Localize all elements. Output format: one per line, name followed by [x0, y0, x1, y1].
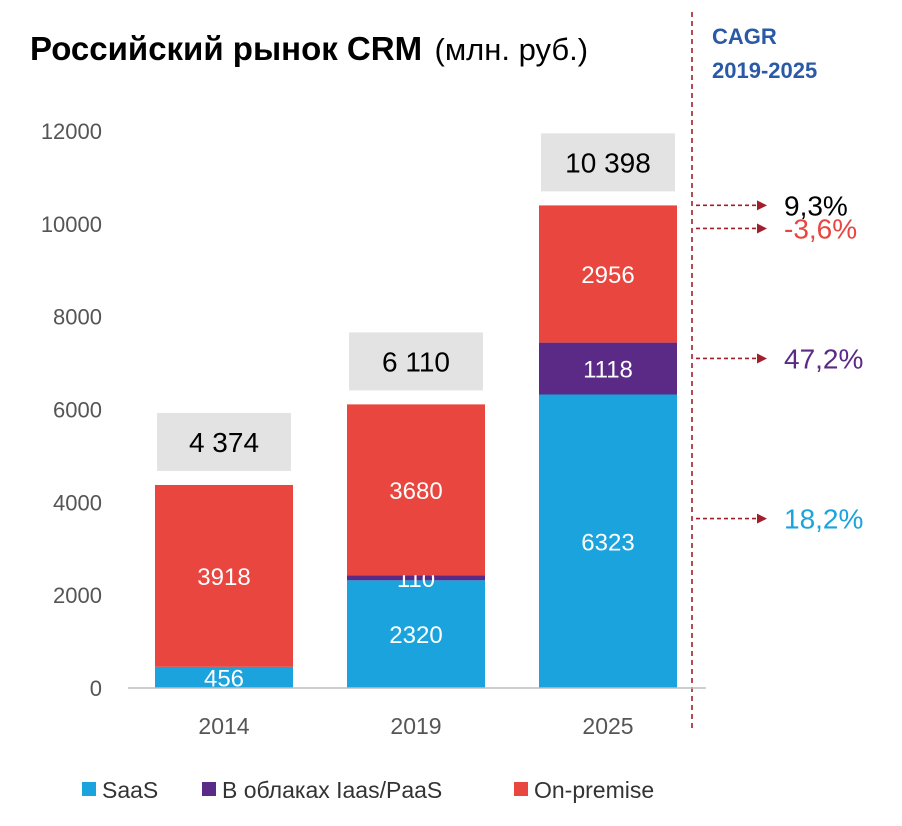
total-value-label: 10 398: [565, 147, 651, 178]
bar-segment-saas-2014: [155, 666, 293, 688]
bar-segment-on-premise-2014: [155, 484, 293, 667]
total-box: [349, 332, 483, 391]
x-axis: 2014 2019 2025: [198, 713, 633, 739]
cagr-total-label: 9,3%: [784, 190, 848, 221]
y-tick-label: 0: [90, 676, 102, 701]
svg-text:Российский рынок CRM (мл: Российский рынок CRM (млн. руб.): [30, 30, 588, 67]
bar-segment--iaas-paas-2025: [539, 342, 677, 395]
x-tick-label: 2019: [390, 713, 441, 739]
total-box: [157, 412, 291, 471]
segment-value-label: 3680: [389, 478, 442, 505]
legend-swatch: [514, 782, 528, 796]
total-value-label: 6 110: [382, 346, 450, 377]
cagr-annotations: 9,3%-3,6% 47,2% 18,2%: [696, 190, 863, 535]
bar-segment--iaas-paas-2019: [347, 575, 485, 581]
x-tick-label: 2025: [582, 713, 633, 739]
cagr-heading: CAGR 2019-2025: [712, 24, 817, 83]
chart-title-unit: (млн. руб.): [435, 32, 589, 67]
y-tick-label: 2000: [53, 583, 102, 608]
segment-value-label: 2320: [389, 622, 442, 649]
chart-title-main: Российский рынок CRM: [30, 30, 422, 67]
segment-value-label: 1118: [583, 357, 633, 384]
y-tick-label: 10000: [41, 212, 102, 237]
bar-segment-on-premise-2025: [539, 205, 677, 343]
segment-value-label: 6323: [581, 529, 634, 556]
y-tick-label: 4000: [53, 490, 102, 515]
chart-title: Российский рынок CRM (млн. руб.): [30, 30, 588, 67]
cagr-heading-line1: CAGR: [712, 24, 777, 49]
legend-label: On-premise: [534, 777, 654, 803]
legend-swatch: [82, 782, 96, 796]
bar-segment-saas-2019: [347, 580, 485, 688]
legend-label: SaaS: [102, 777, 158, 803]
legend: SaaS В облаках Iaas/PaaS On-premise: [82, 777, 654, 803]
legend-swatch: [202, 782, 216, 796]
total-box: [541, 133, 675, 192]
cagr-heading-line2: 2019-2025: [712, 58, 817, 83]
y-tick-label: 8000: [53, 305, 102, 330]
cagr-cloud-label: 47,2%: [784, 343, 863, 374]
bar-segment-saas-2025: [539, 394, 677, 688]
segment-value-label: 3918: [197, 564, 250, 591]
cagr-on-premise-label: -3,6%: [784, 213, 857, 244]
cagr-saas-label: 18,2%: [784, 504, 863, 535]
segment-value-label: 2956: [581, 262, 634, 289]
legend-label: В облаках Iaas/PaaS: [222, 777, 442, 803]
y-tick-label: 6000: [53, 398, 102, 423]
total-value-label: 4 374: [189, 427, 259, 458]
bar-segment-on-premise-2019: [347, 404, 485, 576]
y-axis: 0 2000 4000 6000 8000 10000 12000: [41, 119, 102, 701]
x-tick-label: 2014: [198, 713, 249, 739]
y-tick-label: 12000: [41, 119, 102, 144]
